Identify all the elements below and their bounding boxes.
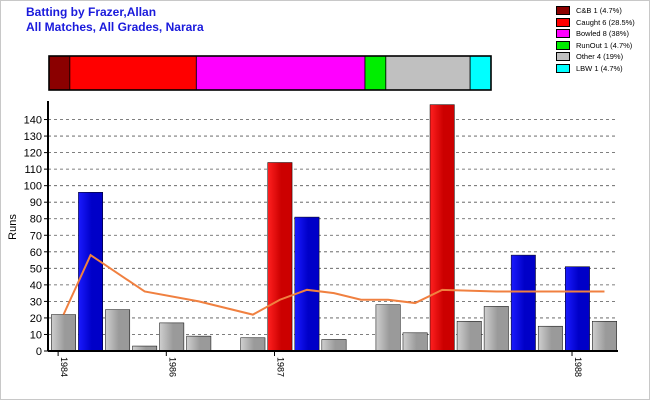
y-tick-label: 40 xyxy=(30,280,42,292)
innings-bar xyxy=(294,216,320,352)
y-tick-label: 120 xyxy=(24,148,42,160)
innings-bar xyxy=(105,309,131,352)
legend-item-other: Other 4 (19%) xyxy=(556,51,648,63)
year-label: 1986 xyxy=(167,357,177,377)
innings-bar xyxy=(375,304,401,352)
year-label: 1988 xyxy=(573,357,583,377)
y-tick-label: 60 xyxy=(30,247,42,259)
year-label: 1984 xyxy=(59,357,69,377)
innings-bar xyxy=(51,314,76,352)
innings-bar xyxy=(159,322,185,352)
legend-swatch xyxy=(556,63,570,73)
chart-title: Batting by Frazer,Allan xyxy=(26,5,157,19)
dismissal-segment-caught xyxy=(69,55,197,91)
innings-bar xyxy=(456,320,482,352)
legend-item-runout: RunOut 1 (4.7%) xyxy=(556,40,648,52)
innings-bar xyxy=(537,325,563,352)
average-line xyxy=(62,253,605,316)
legend-swatch xyxy=(556,40,570,50)
innings-bar xyxy=(510,254,536,352)
y-tick-label: 80 xyxy=(30,214,42,226)
y-tick-label: 70 xyxy=(30,230,42,242)
legend-item-caught: Caught 6 (28.5%) xyxy=(556,17,648,29)
dismissal-segment-lbw xyxy=(469,55,492,91)
legend-label: Other 4 (19%) xyxy=(576,52,624,62)
legend-item-cb: C&B 1 (4.7%) xyxy=(556,5,648,17)
y-tick-label: 20 xyxy=(30,313,42,325)
legend-swatch xyxy=(556,6,570,16)
dismissal-legend: C&B 1 (4.7%) Caught 6 (28.5%) Bowled 8 (38… xyxy=(556,5,648,74)
innings-bar xyxy=(565,266,590,352)
innings-bar xyxy=(429,104,455,352)
y-tick-label: 10 xyxy=(30,329,42,341)
y-tick-label: 30 xyxy=(30,296,42,308)
dismissal-segment-other xyxy=(385,55,471,91)
legend-label: RunOut 1 (4.7%) xyxy=(576,40,633,50)
year-label: 1987 xyxy=(275,357,285,377)
y-tick-label: 90 xyxy=(30,197,42,209)
legend-swatch xyxy=(556,17,570,27)
innings-bar xyxy=(483,306,509,352)
dismissal-bar-outline xyxy=(48,55,492,91)
dismissal-segment-cb xyxy=(48,55,71,91)
y-tick-label: 0 xyxy=(36,346,42,358)
innings-bar xyxy=(592,320,617,352)
innings-bar xyxy=(321,339,347,352)
innings-bar xyxy=(267,162,293,352)
innings-bar xyxy=(402,332,428,352)
y-tick-label: 100 xyxy=(24,181,42,193)
legend-label: Caught 6 (28.5%) xyxy=(576,17,635,27)
legend-label: LBW 1 (4.7%) xyxy=(576,63,623,73)
legend-label: C&B 1 (4.7%) xyxy=(576,6,622,16)
dismissal-segment-bowled xyxy=(195,55,366,91)
innings-bar xyxy=(186,335,212,352)
chart-subtitle: All Matches, All Grades, Narara xyxy=(26,20,204,34)
y-axis-label: Runs xyxy=(7,214,19,240)
y-tick-label: 140 xyxy=(24,115,42,127)
legend-swatch xyxy=(556,52,570,62)
y-tick-label: 50 xyxy=(30,263,42,275)
legend-label: Bowled 8 (38%) xyxy=(576,29,629,39)
dismissal-segment-runout xyxy=(364,55,387,91)
y-tick-label: 110 xyxy=(24,164,42,176)
y-tick-label: 130 xyxy=(24,131,42,143)
legend-swatch xyxy=(556,29,570,39)
legend-item-lbw: LBW 1 (4.7%) xyxy=(556,63,648,75)
innings-bar xyxy=(240,337,266,352)
legend-item-bowled: Bowled 8 (38%) xyxy=(556,28,648,40)
